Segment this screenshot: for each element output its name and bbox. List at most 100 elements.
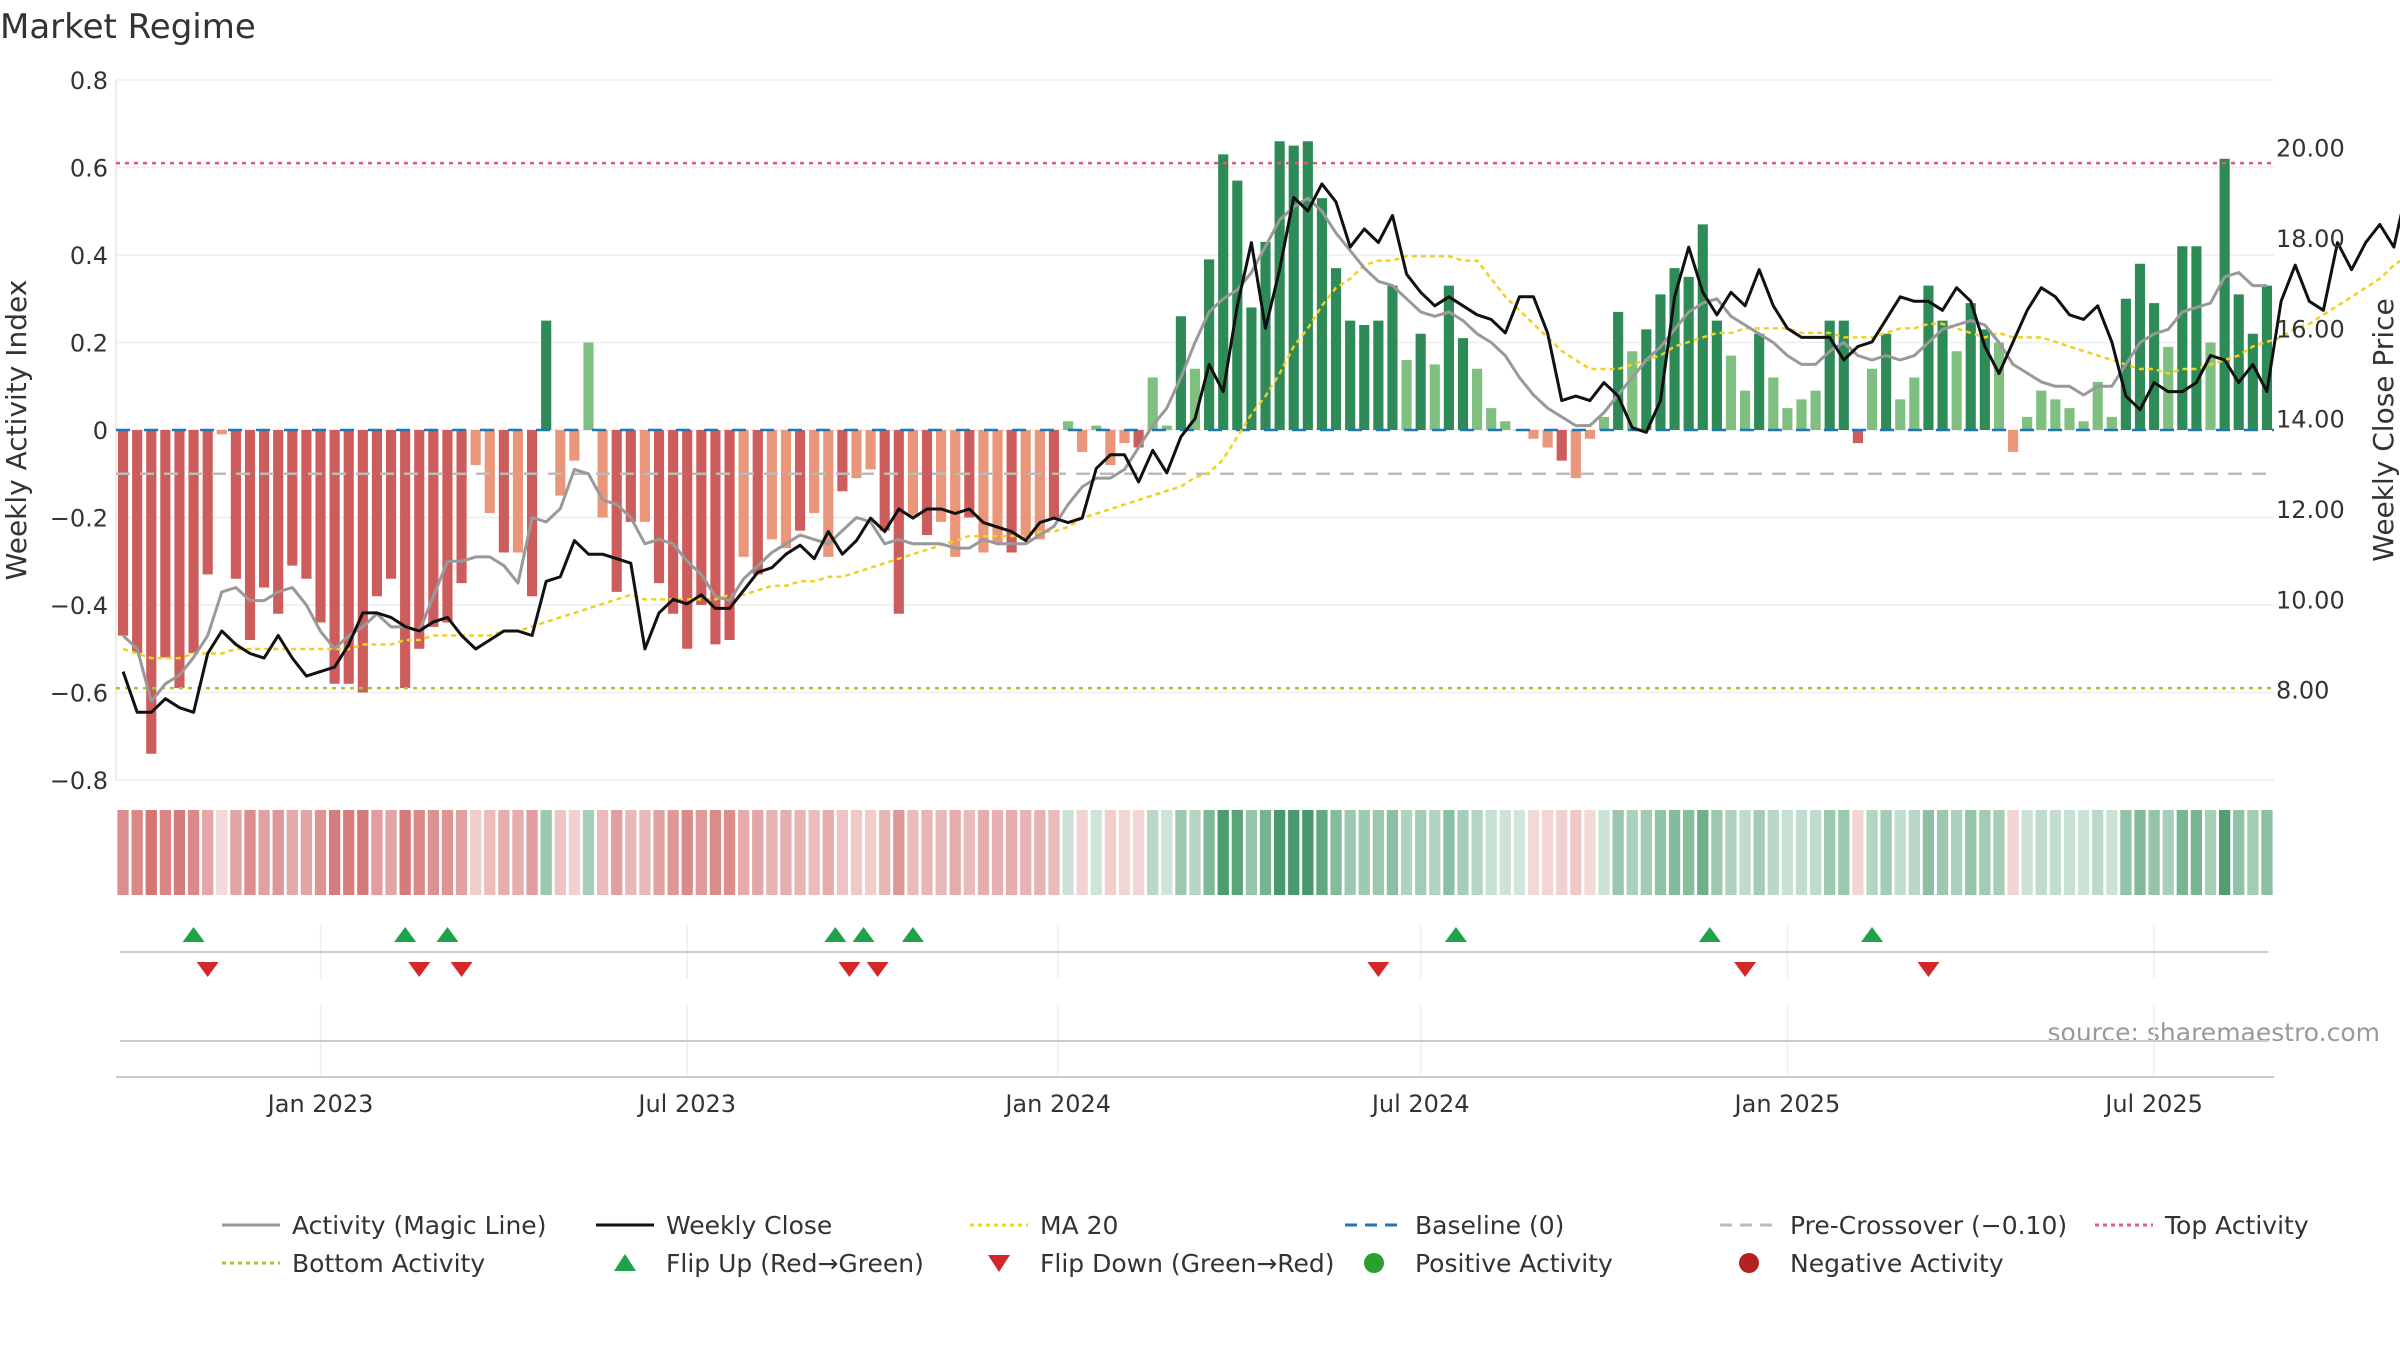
activity-bar <box>1528 430 1539 439</box>
activity-bar <box>216 430 227 435</box>
regime-cell <box>202 810 214 895</box>
left-tick-label: 0.8 <box>70 67 108 95</box>
activity-bar <box>1909 377 1920 430</box>
regime-cell <box>1020 810 1032 895</box>
activity-bar <box>1754 333 1765 430</box>
magic-line <box>122 196 2267 703</box>
flip-up-marker <box>901 927 924 942</box>
regime-cell <box>935 810 947 895</box>
regime-cell <box>2190 810 2203 895</box>
regime-cell <box>1457 810 1469 895</box>
regime-cell <box>1062 810 1074 895</box>
regime-cell <box>2247 810 2259 895</box>
legend-dot-swatch <box>1364 1253 1384 1273</box>
activity-bar <box>1740 390 1751 430</box>
activity-bar <box>1189 368 1201 430</box>
activity-bar <box>583 342 594 430</box>
activity-bar <box>1373 320 1384 430</box>
activity-bar <box>837 430 848 492</box>
activity-bar <box>992 430 1003 544</box>
regime-cell <box>470 810 482 895</box>
activity-bar <box>117 430 129 636</box>
activity-bar <box>1175 316 1186 430</box>
regime-cell <box>738 810 750 895</box>
activity-bar <box>1133 430 1144 448</box>
activity-bar <box>1119 430 1130 444</box>
activity-bar <box>1810 390 1821 430</box>
regime-cell <box>568 810 581 895</box>
activity-bar <box>1598 416 1610 430</box>
activity-bar <box>879 430 890 531</box>
activity-bar <box>1387 285 1398 430</box>
activity-bar <box>1274 141 1285 430</box>
activity-bar <box>1923 285 1934 430</box>
regime-cell <box>864 810 877 895</box>
regime-cell <box>1231 810 1243 895</box>
regime-cell <box>1471 810 1483 895</box>
regime-cell <box>822 810 834 895</box>
regime-cell <box>1570 810 1582 895</box>
regime-cell <box>963 810 975 895</box>
activity-bar <box>188 430 199 654</box>
regime-cell <box>413 810 425 895</box>
activity-bar <box>1852 430 1863 444</box>
activity-bar <box>780 430 792 549</box>
activity-bar <box>202 430 213 575</box>
regime-cell <box>766 810 778 895</box>
activity-bar <box>315 430 326 623</box>
legend-label: Weekly Close <box>666 1211 832 1240</box>
regime-cell <box>1104 810 1117 895</box>
regime-cell <box>1372 810 1385 895</box>
right-axis-title: Weekly Close Price <box>2367 298 2400 561</box>
regime-cell <box>977 810 990 895</box>
regime-cell <box>780 810 792 895</box>
regime-cell <box>794 810 806 895</box>
regime-cell <box>1400 810 1413 895</box>
regime-cell <box>1993 810 2005 895</box>
regime-cell <box>1781 810 1794 895</box>
activity-bar <box>823 430 834 557</box>
regime-cell <box>879 810 891 895</box>
regime-cell <box>709 810 722 895</box>
x-tick-label: Jan 2024 <box>1003 1090 1111 1118</box>
activity-bar <box>1077 430 1088 452</box>
activity-bar <box>1302 141 1313 430</box>
activity-bar <box>1881 333 1892 430</box>
regime-cell <box>244 810 256 895</box>
activity-bar <box>484 430 495 514</box>
activity-bar <box>470 430 481 465</box>
axis-ticks: −0.8 −0.6 −0.4 −0.2 0 0.2 0.4 0.6 0.8 8.00 10.00 12… <box>50 67 2345 1118</box>
activity-bar <box>569 430 580 461</box>
activity-bar <box>1443 285 1454 430</box>
regime-cell <box>1753 810 1765 895</box>
activity-bar <box>1218 154 1229 430</box>
regime-cell <box>1485 810 1497 895</box>
regime-cell <box>1739 810 1751 895</box>
legend: Activity (Magic Line) Weekly Close MA 20 Ba… <box>222 1211 2309 1278</box>
regime-cell <box>1132 810 1145 895</box>
regime-cell <box>1654 810 1667 895</box>
regime-cell <box>554 810 566 895</box>
activity-bar <box>442 430 453 623</box>
regime-cell <box>1809 810 1822 895</box>
legend-label: Activity (Magic Line) <box>292 1211 546 1240</box>
regime-cell <box>159 810 172 895</box>
activity-bar <box>555 430 566 496</box>
regime-cell <box>653 810 665 895</box>
activity-bar <box>230 430 241 579</box>
regime-cell <box>2218 810 2231 895</box>
activity-bar <box>1824 320 1835 430</box>
activity-bar <box>1782 408 1793 430</box>
activity-bar <box>1669 268 1680 430</box>
regime-cell <box>540 810 552 895</box>
regime-cell <box>1076 810 1088 895</box>
regime-cell <box>173 810 186 895</box>
regime-cell <box>1979 810 1991 895</box>
activity-bar <box>936 430 947 522</box>
legend-label: Bottom Activity <box>292 1249 485 1278</box>
activity-bar <box>371 430 383 597</box>
regime-cell <box>893 810 905 895</box>
flip-up-marker <box>824 927 847 942</box>
regime-cell <box>2063 810 2076 895</box>
regime-cell <box>921 810 933 895</box>
